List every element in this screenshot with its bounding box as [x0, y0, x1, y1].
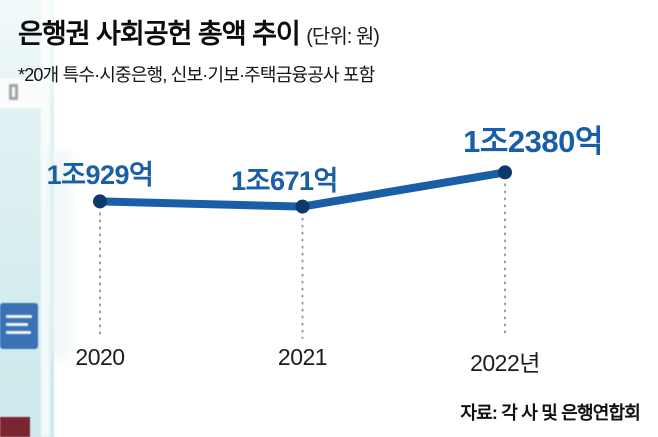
x-tick-label-2020: 2020: [75, 344, 125, 370]
data-point-dot: [498, 165, 512, 180]
value-label-2021: 1조671억: [231, 165, 338, 196]
page-title: 은행권 사회공헌 총액 추이 (단위: 원): [18, 12, 380, 51]
value-label-2020: 1조929억: [46, 160, 154, 191]
photo-fragment: [45, 150, 71, 360]
photo-fragment: [0, 78, 44, 108]
source-credit: 자료: 각 사 및 은행연합회: [460, 403, 640, 423]
header: 은행권 사회공헌 총액 추이 (단위: 원) *20개 특수·시중은행, 신보·…: [18, 12, 380, 87]
title-text: 은행권 사회공헌 총액 추이: [18, 19, 301, 49]
value-label-2022: 1조2380억: [463, 124, 603, 160]
x-tick-label-2022: 2022년: [470, 350, 540, 376]
x-tick-label-2021: 2021: [277, 344, 328, 370]
chart-subtitle: *20개 특수·시중은행, 신보·기보·주택금융공사 포함: [18, 65, 375, 85]
data-point-dot: [295, 199, 310, 214]
photo-fragment: [0, 303, 38, 349]
photo-fragment: [9, 84, 18, 100]
data-point-dot: [93, 194, 107, 209]
unit-label: (단위: 원): [306, 26, 380, 48]
photo-fragment: [0, 417, 30, 437]
